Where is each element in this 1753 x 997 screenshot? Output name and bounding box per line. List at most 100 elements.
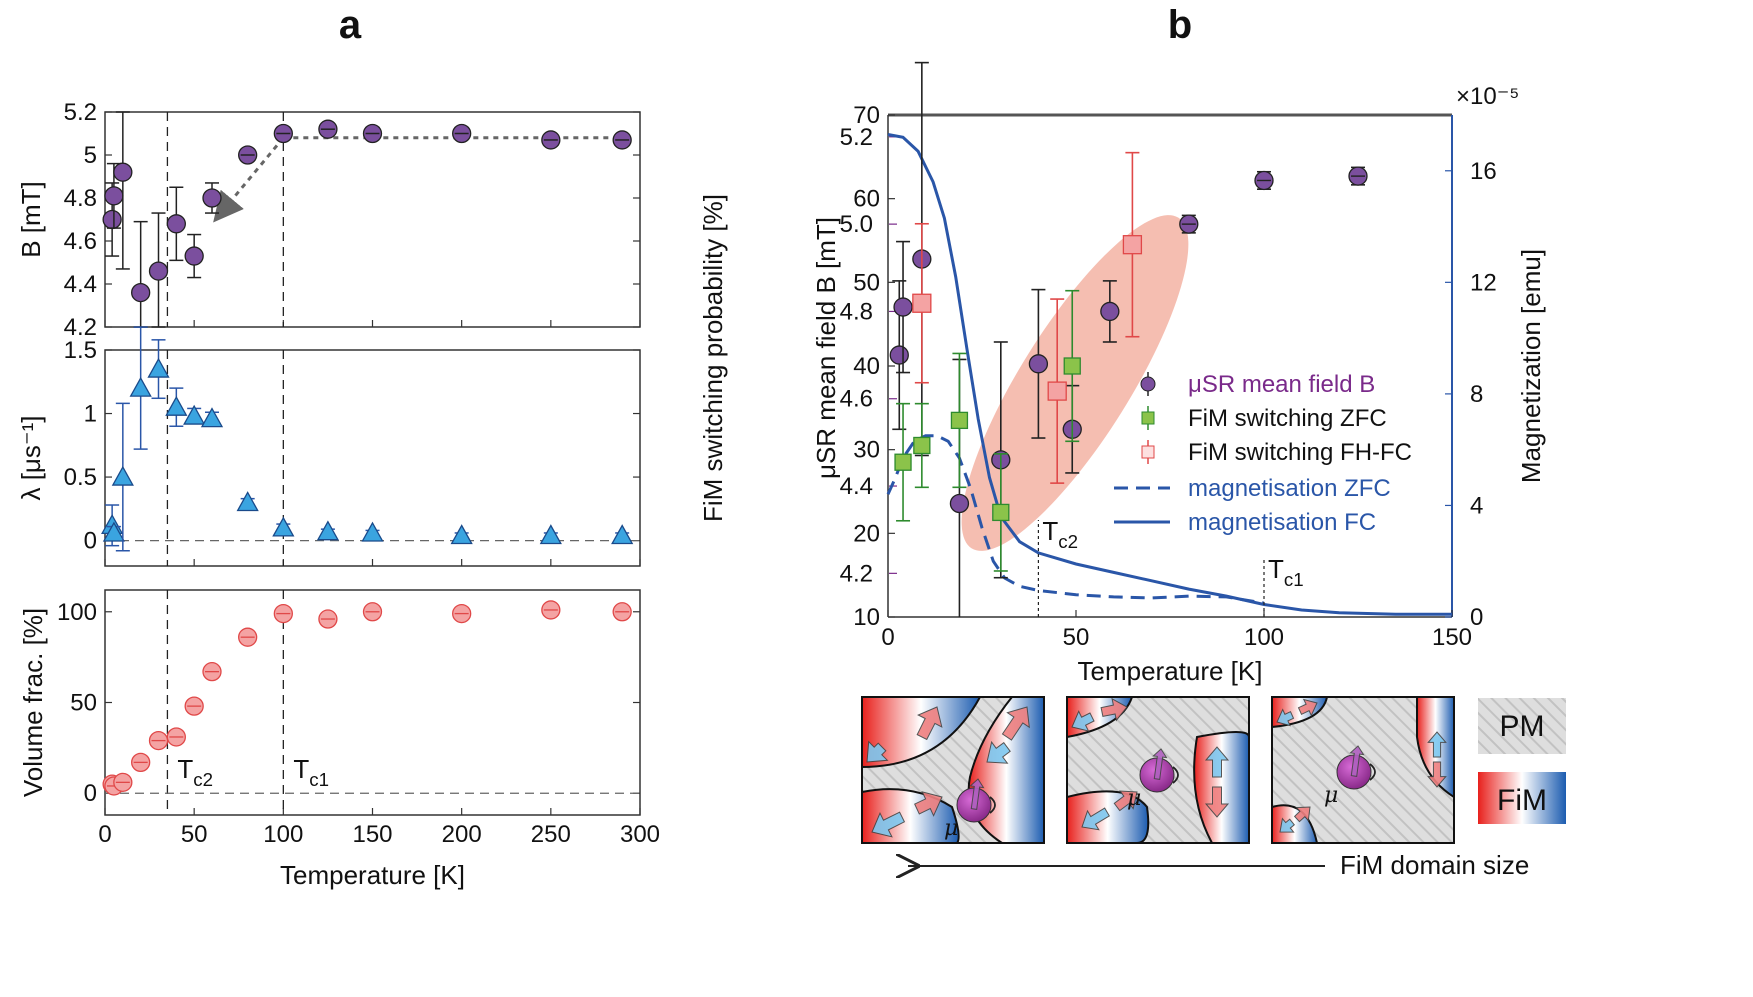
a-yticklabel-0-3: 4.8 [64,185,97,212]
b-y3label: Magnetization [emu] [1516,249,1546,483]
b-tc-label-1: Tc1 [1268,554,1304,590]
a-ylabel-1: λ [μs⁻¹] [16,415,46,500]
b-musr-point-1 [893,297,913,317]
b-y3ticklabel-2: 8 [1470,381,1483,408]
b-xticklabel-2: 100 [1244,624,1284,651]
b-y2ticklabel-1: 4.4 [840,473,873,500]
a-top-point-5 [166,214,186,234]
b-mag-zfc-line [886,434,1265,605]
b-y2label: μSR mean field B [mT] [811,217,841,479]
panel-letter-b: b [1168,3,1192,47]
domain-arrow-0c [1001,706,1030,741]
a-ylabel-2: Volume frac. [%] [18,608,48,797]
domain-size-caption: FiM domain size [1340,850,1529,880]
a-ylabel-0: B [mT] [16,181,46,258]
fim-label: FiM [1497,784,1547,817]
a-top-point-6 [184,246,204,266]
b-leg-musr-marker [1140,376,1156,392]
a-tc-label-0-main: T [177,754,193,784]
a-xticklabel-5: 250 [531,821,571,848]
a-yticklabel-0-5: 5.2 [64,99,97,126]
b-leg-musr-label: μSR mean field B [1188,371,1375,398]
domain-arrow-0e [871,811,906,838]
b-zfc-point-1 [913,436,931,455]
domain-arrow-1f [1113,790,1138,812]
b-tc-label-1-main: T [1268,554,1284,584]
b-xticklabel-1: 50 [1063,624,1090,651]
a-yticklabel-1-0: 0 [84,528,97,555]
domain-panel-2: μ [1271,696,1455,844]
b-y1ticklabel-1: 20 [853,520,880,547]
muon-precession-1 [1172,766,1179,784]
a-xlabel: Temperature [K] [280,860,465,890]
b-mag-fc-line [887,133,1452,616]
domain-frame-0 [861,696,1045,844]
a-yticklabel-1-1: 0.5 [64,464,97,491]
domain-arrow-2f [1293,806,1311,823]
a-yticklabel-1-3: 1.5 [64,337,97,364]
domain-arrow-2b [1297,698,1318,717]
a-mid-point-7 [200,407,224,428]
a-yticklabel-2-0: 0 [84,780,97,807]
domain-panel-1: μ [1066,696,1250,844]
domain-content-2: μ [1272,697,1454,843]
muon-precession-2 [1369,763,1376,781]
a-mid-point-5 [165,395,188,416]
b-zfc-point-4 [1063,357,1081,375]
pm-swatch [1478,698,1566,754]
domain-arrow-2d [1427,761,1447,788]
b-y2ticklabel-4: 5.0 [840,211,873,238]
a-yticklabel-2-1: 50 [70,690,97,717]
b-y1ticklabel-5: 60 [853,186,880,213]
a-mid-point-6 [183,404,206,425]
b-musr-point-5 [1028,354,1049,374]
domain-arrow-1e [1081,807,1110,831]
a-xticklabel-2: 100 [263,821,303,848]
panel-a: 4.2 4.4 4.6 4.8 5 5.2 B [mT] 0 0.5 1 1.5 λ [μs⁻¹] 0 5… [16,99,660,890]
a-xticklabel-1: 50 [181,821,208,848]
b-tc-label-0: Tc2 [1042,516,1078,552]
b-fhfc-point-2 [1122,235,1143,255]
b-highlight [961,215,1189,551]
a-yticklabel-0-0: 4.2 [64,314,97,341]
muon-precession-0 [989,796,996,814]
b-y1label: FiM switching probability [%] [698,194,728,522]
a-yticklabel-0-2: 4.6 [64,228,97,255]
b-xticklabel-0: 0 [881,624,894,651]
domain-arrow-2e [1279,817,1296,833]
muon-spin-arrow-2 [1349,745,1365,777]
a-mid-point-1 [102,521,126,542]
b-y3ticklabel-1: 4 [1470,492,1483,519]
a-top-point-7 [202,188,222,208]
a-xticklabel-0: 0 [98,821,111,848]
b-musr-point-7 [1100,301,1120,322]
domain-schematic: μ μ μ PM FiM FiM domain size [861,696,1566,880]
a-top-point-1 [104,186,124,206]
domain-panel-0: μ [861,696,1045,844]
b-y3ticklabel-3: 12 [1470,269,1497,296]
b-tc-label-0-sub: c2 [1058,531,1078,552]
b-y2ticklabel-2: 4.6 [840,386,873,413]
domain-content-1: μ [1067,697,1249,843]
a-mid-point-2 [111,465,134,486]
muon-label-2: μ [1324,783,1338,808]
a-mid-point-13 [539,524,562,545]
a-yticklabel-0-4: 5 [84,142,97,169]
b-y2ticklabel-0: 4.2 [840,560,873,587]
a-mid-point-12 [450,524,473,545]
a-top-point-3 [131,282,151,303]
b-leg-magzfc-label: magnetisation ZFC [1188,475,1391,502]
domain-arrow-0b [916,706,943,741]
a-tc-label-1: Tc1 [293,754,329,790]
a-yticklabel-2-2: 100 [57,599,97,626]
a-top-point-2 [113,162,133,182]
b-y1ticklabel-6: 70 [853,102,880,129]
a-mid-point-14 [611,524,634,545]
a-tc-label-1-main: T [293,754,309,784]
a-mid-point-8 [236,491,259,512]
muon-label-1: μ [1127,786,1141,811]
a-yticklabel-0-1: 4.4 [64,271,97,298]
a-tc-label-0: Tc2 [177,754,213,790]
domain-arrow-0d [986,740,1011,764]
